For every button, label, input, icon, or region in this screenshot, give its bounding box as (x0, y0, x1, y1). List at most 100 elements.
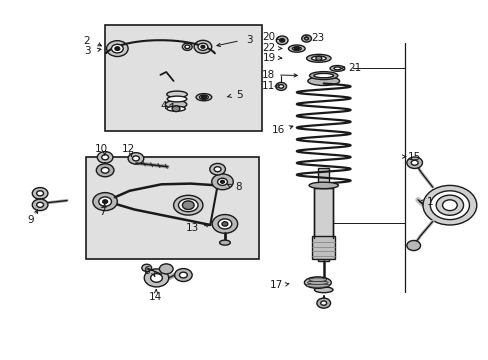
Circle shape (201, 95, 206, 99)
Circle shape (279, 39, 284, 42)
Text: 22: 22 (262, 43, 275, 53)
Text: 13: 13 (185, 222, 199, 233)
Circle shape (184, 45, 189, 49)
Text: 8: 8 (235, 182, 242, 192)
Text: 16: 16 (271, 125, 285, 135)
Bar (318, 168, 328, 261)
Circle shape (32, 188, 48, 199)
Ellipse shape (167, 96, 186, 102)
Ellipse shape (288, 45, 305, 52)
Circle shape (429, 191, 468, 220)
Circle shape (435, 195, 463, 215)
Circle shape (406, 240, 420, 251)
Ellipse shape (173, 195, 203, 215)
Circle shape (115, 47, 120, 50)
Ellipse shape (307, 281, 327, 284)
Text: 6: 6 (143, 266, 150, 276)
Circle shape (194, 40, 211, 53)
Circle shape (37, 202, 43, 207)
Ellipse shape (178, 199, 198, 212)
Circle shape (275, 82, 286, 90)
Ellipse shape (311, 56, 325, 60)
Circle shape (97, 152, 113, 163)
Ellipse shape (306, 54, 330, 62)
Circle shape (222, 222, 227, 226)
Circle shape (410, 160, 417, 165)
Circle shape (278, 85, 283, 88)
Circle shape (217, 178, 227, 185)
Circle shape (211, 174, 233, 190)
Ellipse shape (307, 77, 339, 86)
Ellipse shape (309, 72, 337, 80)
Text: 12: 12 (121, 144, 135, 154)
Circle shape (132, 156, 139, 161)
Circle shape (111, 44, 123, 53)
Circle shape (214, 167, 221, 172)
Text: 11: 11 (261, 81, 274, 91)
Ellipse shape (313, 73, 333, 78)
Ellipse shape (199, 95, 208, 99)
Circle shape (179, 272, 187, 278)
Ellipse shape (304, 277, 331, 288)
Text: 1: 1 (426, 197, 433, 207)
Circle shape (182, 43, 192, 50)
Text: 2: 2 (83, 36, 90, 46)
Circle shape (316, 298, 330, 308)
Text: 9: 9 (27, 215, 34, 225)
Text: 17: 17 (269, 280, 283, 290)
Text: 5: 5 (236, 90, 243, 100)
Circle shape (315, 56, 321, 60)
Ellipse shape (166, 91, 187, 98)
Text: 15: 15 (407, 152, 421, 162)
Circle shape (220, 180, 224, 183)
Ellipse shape (166, 106, 185, 111)
Circle shape (406, 157, 422, 168)
Text: 18: 18 (261, 70, 274, 80)
Circle shape (128, 153, 143, 164)
Circle shape (304, 37, 308, 40)
Circle shape (301, 35, 311, 42)
Circle shape (106, 41, 128, 57)
Circle shape (174, 269, 192, 282)
Circle shape (144, 269, 168, 287)
Circle shape (99, 197, 111, 206)
Circle shape (320, 301, 326, 305)
Circle shape (276, 36, 287, 45)
Circle shape (102, 200, 107, 203)
Bar (105, 25, 261, 131)
Circle shape (102, 155, 108, 160)
Circle shape (201, 45, 204, 48)
Circle shape (198, 43, 207, 50)
Bar (313, 188, 333, 238)
Ellipse shape (292, 47, 301, 50)
Circle shape (172, 106, 180, 112)
Circle shape (32, 199, 48, 211)
Bar (85, 157, 259, 259)
Ellipse shape (308, 182, 338, 189)
Circle shape (96, 164, 114, 177)
Circle shape (212, 215, 237, 233)
Circle shape (209, 163, 225, 175)
Circle shape (442, 200, 456, 211)
Text: 21: 21 (347, 63, 361, 73)
Ellipse shape (219, 240, 230, 245)
Circle shape (422, 185, 476, 225)
Circle shape (182, 201, 194, 210)
Circle shape (294, 47, 299, 50)
Text: 3: 3 (83, 46, 90, 56)
Text: 14: 14 (148, 292, 162, 302)
Circle shape (142, 264, 151, 271)
Circle shape (150, 274, 162, 282)
Circle shape (37, 191, 43, 196)
Text: 7: 7 (99, 207, 106, 217)
Ellipse shape (333, 67, 340, 70)
Ellipse shape (314, 287, 332, 293)
Circle shape (93, 193, 117, 211)
Text: 4: 4 (160, 101, 167, 111)
Ellipse shape (196, 94, 211, 101)
Circle shape (218, 219, 231, 229)
Text: 20: 20 (262, 32, 275, 42)
Ellipse shape (310, 279, 325, 286)
Text: 19: 19 (262, 53, 275, 63)
Text: 3: 3 (245, 35, 252, 45)
